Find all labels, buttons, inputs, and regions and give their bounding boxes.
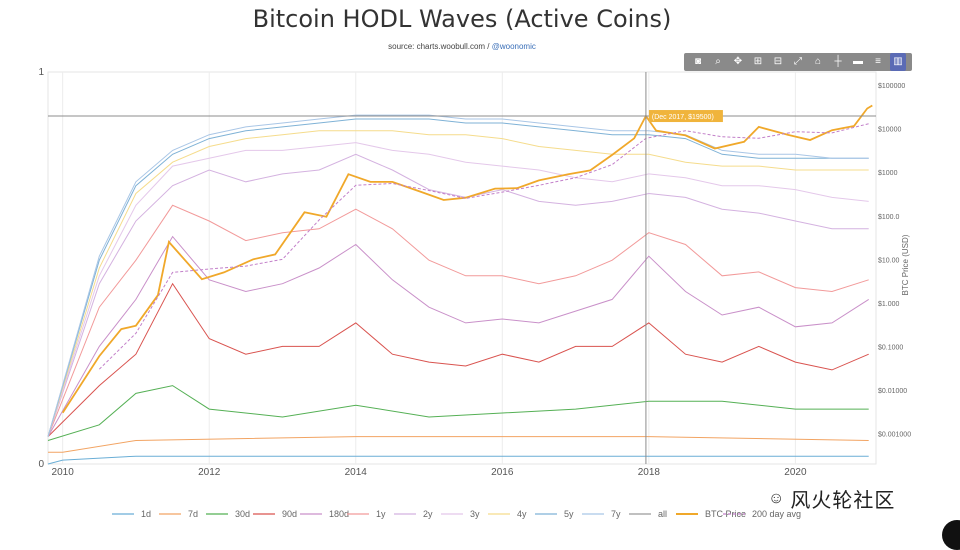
series-line-7y [47,114,869,437]
reset-axes-icon[interactable]: ⌂ [814,56,822,67]
legend-label: 180d [329,509,349,519]
legend-item-1d[interactable]: 1d [112,509,151,519]
series-line-3y [47,142,869,437]
plotly-logo-icon[interactable]: ▥ [890,53,906,71]
legend-item-3y[interactable]: 3y [441,509,480,519]
source-handle[interactable]: @woonomic [492,42,536,51]
right-axis-label: BTC Price (USD) [901,234,910,295]
left-axis: 10 [38,67,44,470]
hover-label-box [648,110,723,123]
zoom-icon[interactable]: ⌕ [715,56,721,67]
x-tick-label: 2018 [638,467,661,478]
zoom-out-icon[interactable]: ⊟ [773,56,783,67]
chart-source: source: charts.woobull.com / @woonomic [388,42,536,51]
series-line-200-day-avg [98,123,869,370]
legend-item-90d[interactable]: 90d [253,509,297,519]
corner-button[interactable] [942,520,960,550]
legend-item-180d[interactable]: 180d [300,509,349,519]
series-line-5y [47,118,869,437]
right-tick-label: $0.1000 [878,344,903,351]
legend-label: 1d [141,509,151,519]
plot-area[interactable] [47,71,877,465]
plot-frame [47,71,877,465]
hover-label: (Dec 2017, $19500) [652,114,714,121]
hover-closest-icon[interactable]: ▬ [853,56,863,67]
hover-layer: (Dec 2017, $19500) [48,72,876,464]
spike-lines-icon[interactable]: ┼ [834,56,842,67]
watermark-text: 风火轮社区 [790,488,896,512]
legend-label: 1y [376,509,386,519]
wechat-icon: ☺ [768,489,785,507]
legend-item-5y[interactable]: 5y [535,509,574,519]
autoscale-icon[interactable]: ⤢ [794,56,802,67]
right-tick-label: $10.00 [878,257,900,264]
legend-item-1y[interactable]: 1y [347,509,386,519]
left-tick-label: 1 [38,67,44,78]
legend-label: 90d [282,509,297,519]
source-prefix: source: charts.woobull.com / [388,42,492,51]
legend-item-4y[interactable]: 4y [488,509,527,519]
series-line-1y [47,204,869,437]
legend: 1d 7d 30d 90d 180d 1y 2y 3y 4y 5y 7y all BTC Price 20… [112,509,801,519]
legend-item-all[interactable]: all [629,509,667,519]
right-tick-label: $0.01000 [878,388,907,395]
x-axis: 2010 2012 2014 2016 2018 2020 [52,467,807,478]
legend-label: 200 day avg [752,509,801,519]
right-tick-label: $100.0 [878,214,900,221]
right-tick-label: $0.001000 [878,432,911,439]
series-line-30d [47,385,869,441]
legend-item-200-day-avg[interactable]: 200 day avg [723,509,801,519]
legend-item-7y[interactable]: 7y [582,509,621,519]
series-line-4y [47,130,869,437]
right-tick-label: $1000 [878,170,898,177]
legend-label: 3y [470,509,480,519]
zoom-in-icon[interactable]: ⊞ [753,56,763,67]
legend-label: 5y [564,509,574,519]
x-tick-label: 2010 [52,467,75,478]
hover-compare-icon[interactable]: ≡ [875,56,881,67]
legend-label: 7d [188,509,198,519]
legend-label: 2y [423,509,433,519]
series-layer [47,104,873,465]
legend-item-30d[interactable]: 30d [206,509,250,519]
camera-icon[interactable]: ◙ [694,56,702,67]
series-line-180d [47,235,869,437]
series-line-7d [48,436,869,453]
chart-title: Bitcoin HODL Waves (Active Coins) [253,5,672,33]
right-tick-label: $100000 [878,83,905,90]
legend-label: all [658,509,667,519]
series-line-btc-price [61,104,873,414]
right-axis: $100000 $10000 $1000 $100.0 $10.00 $1.000 $0.1… [878,83,911,438]
legend-label: 7y [611,509,621,519]
legend-item-7d[interactable]: 7d [159,509,198,519]
right-tick-label: $10000 [878,127,901,134]
series-line-90d [47,282,869,437]
modebar: ◙ ⌕ ✥ ⊞ ⊟ ⤢ ⌂ ┼ ▬ ≡ ▥ [684,53,912,71]
x-tick-label: 2016 [491,467,514,478]
x-tick-label: 2014 [345,467,368,478]
watermark: ☺ 风火轮社区 [768,484,895,513]
right-tick-label: $1.000 [878,301,900,308]
legend-item-2y[interactable]: 2y [394,509,433,519]
left-tick-label: 0 [38,459,44,470]
series-line-1d [47,455,869,465]
legend-label: 30d [235,509,250,519]
legend-label: 4y [517,509,527,519]
pan-icon[interactable]: ✥ [733,56,743,67]
x-tick-label: 2020 [784,467,807,478]
x-tick-label: 2012 [198,467,221,478]
